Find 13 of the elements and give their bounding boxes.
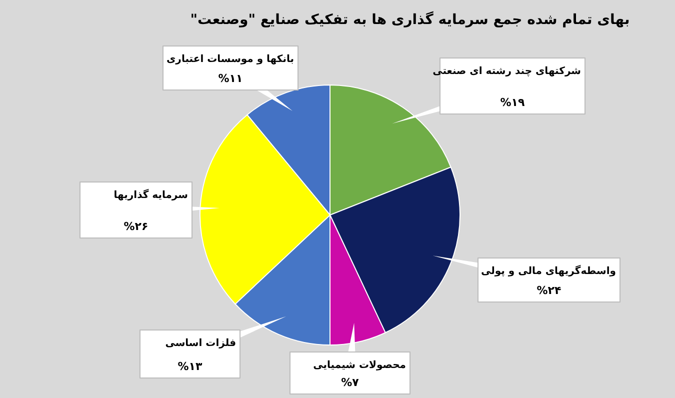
data-label: %۷ <box>341 376 360 389</box>
data-label: %۲۴ <box>536 284 562 297</box>
slice-label: محصولات شیمیایی <box>313 360 406 371</box>
chart-title: بهای تمام شده جمع سرمایه گذاری ها به تفکیک صنایع "وصنعت" <box>190 11 630 28</box>
slice-label: فلزات اساسی <box>165 338 236 349</box>
data-label: %۱۱ <box>218 72 243 85</box>
data-label: %۱۹ <box>500 96 526 109</box>
slice-label: شرکتهای چند رشته ای صنعتی <box>432 66 582 77</box>
slice-label: واسطه‌گریهای مالی و پولی <box>481 264 616 277</box>
data-label: %۱۳ <box>178 360 203 373</box>
slice-label: بانکها و موسسات اعتباری <box>166 54 294 65</box>
data-label: %۲۶ <box>124 220 148 233</box>
slice-label: سرمایه گذاریها <box>114 188 188 201</box>
